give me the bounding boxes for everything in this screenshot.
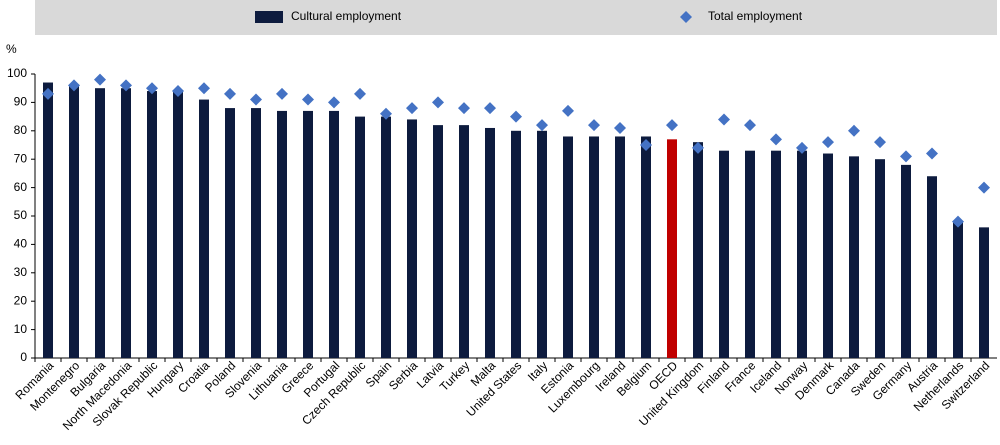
- bar: [381, 116, 391, 358]
- marker: [666, 119, 678, 132]
- legend-label: Total employment: [708, 9, 803, 23]
- marker: [796, 141, 808, 154]
- bar: [121, 88, 131, 358]
- bar: [875, 159, 885, 358]
- bar: [173, 91, 183, 358]
- bar: [511, 130, 521, 358]
- bar: [537, 130, 547, 358]
- marker: [874, 136, 886, 149]
- y-tick-label: 20: [14, 293, 28, 307]
- marker: [406, 102, 418, 115]
- y-tick-label: 0: [20, 350, 27, 364]
- marker: [68, 79, 80, 92]
- y-axis-label: %: [6, 42, 17, 56]
- marker: [250, 93, 262, 106]
- bar: [69, 85, 79, 359]
- bar: [745, 150, 755, 358]
- marker: [432, 96, 444, 109]
- marker: [198, 82, 210, 95]
- marker: [952, 215, 964, 228]
- marker: [536, 119, 548, 132]
- marker: [822, 136, 834, 149]
- bar: [433, 125, 443, 359]
- marker: [42, 87, 54, 100]
- bar: [953, 221, 963, 358]
- bar: [589, 136, 599, 358]
- bar: [797, 150, 807, 358]
- marker: [692, 141, 704, 154]
- marker: [978, 181, 990, 194]
- marker: [484, 102, 496, 115]
- x-tick-label: Turkey: [437, 358, 473, 394]
- marker: [302, 93, 314, 106]
- bar: [719, 150, 729, 358]
- y-tick-label: 50: [14, 208, 28, 222]
- marker: [588, 119, 600, 132]
- bar: [563, 136, 573, 358]
- bar: [277, 110, 287, 358]
- bar: [901, 164, 911, 358]
- bar: [927, 176, 937, 358]
- bar: [225, 108, 235, 358]
- legend-label: Cultural employment: [291, 9, 402, 23]
- marker: [640, 139, 652, 151]
- marker: [848, 124, 860, 137]
- y-tick-label: 30: [14, 265, 28, 279]
- marker: [224, 87, 236, 100]
- bar: [459, 125, 469, 359]
- marker: [770, 133, 782, 146]
- bar: [485, 127, 495, 359]
- bar: [979, 227, 989, 358]
- bar: [95, 88, 105, 358]
- legend-swatch: [255, 11, 283, 23]
- y-tick-label: 70: [14, 151, 28, 165]
- y-tick-label: 80: [14, 123, 28, 137]
- bar: [823, 153, 833, 358]
- bar: [407, 119, 417, 358]
- marker: [900, 150, 912, 163]
- bar: [615, 136, 625, 358]
- bar: [849, 156, 859, 358]
- bar: [693, 142, 703, 358]
- bar: [199, 99, 209, 358]
- marker: [172, 85, 184, 98]
- marker: [354, 87, 366, 100]
- marker: [614, 121, 626, 134]
- bar: [355, 116, 365, 358]
- bar: [641, 136, 651, 358]
- bar: [667, 139, 677, 358]
- y-tick-label: 60: [14, 180, 28, 194]
- marker: [146, 82, 158, 95]
- marker: [510, 110, 522, 123]
- bar: [329, 110, 339, 358]
- marker: [744, 119, 756, 132]
- legend-swatch: [680, 11, 692, 23]
- marker: [718, 113, 730, 126]
- y-tick-label: 40: [14, 237, 28, 251]
- marker: [94, 73, 106, 86]
- marker: [120, 79, 132, 92]
- y-tick-label: 100: [7, 66, 27, 80]
- bar: [303, 110, 313, 358]
- marker: [458, 102, 470, 115]
- bar: [771, 150, 781, 358]
- marker: [562, 104, 574, 117]
- y-tick-label: 10: [14, 322, 28, 336]
- bar: [251, 108, 261, 358]
- marker: [276, 87, 288, 100]
- x-tick-label: Serbia: [386, 358, 421, 393]
- bar: [43, 82, 53, 359]
- marker: [380, 107, 392, 120]
- y-tick-label: 90: [14, 95, 28, 109]
- marker: [328, 96, 340, 109]
- bar: [147, 91, 157, 358]
- legend-box: [35, 0, 997, 35]
- marker: [926, 147, 938, 160]
